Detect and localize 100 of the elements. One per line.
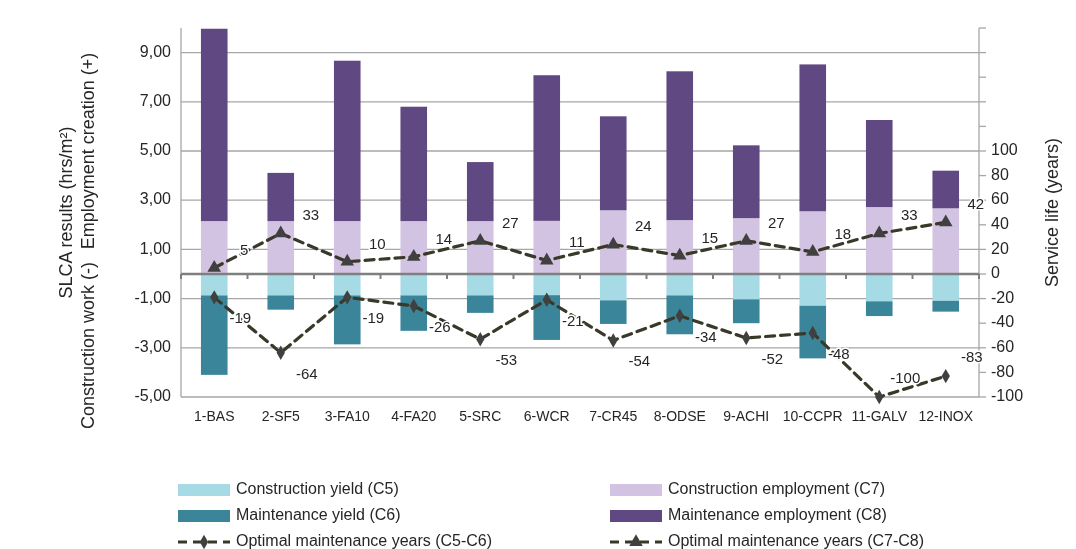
data-label: 18 (834, 224, 852, 242)
data-label: 33 (900, 206, 918, 224)
bar (666, 274, 694, 296)
y-tick-label: 1,00 (139, 239, 172, 257)
point (539, 252, 554, 265)
point (273, 225, 288, 238)
data-label: -21 (561, 311, 584, 329)
data-label: 27 (501, 213, 519, 231)
bar (799, 64, 827, 212)
bar (865, 301, 893, 317)
bar (865, 274, 893, 302)
x-tick-label: 9-ACHI (723, 408, 770, 424)
y2-tick-label: -80 (991, 362, 1015, 380)
y2-tick-label: 100 (991, 141, 1018, 159)
point (938, 214, 953, 227)
y2-axis-title: Service life (years) (1042, 137, 1062, 288)
bar (732, 145, 760, 219)
bar (533, 75, 561, 221)
bar (666, 220, 694, 274)
data-label: 27 (767, 213, 785, 231)
bar (200, 221, 228, 274)
x-tick-label: 4-FA20 (391, 408, 437, 424)
bar (932, 274, 960, 301)
point (340, 253, 355, 266)
bar (799, 305, 827, 359)
bar (400, 221, 428, 274)
bar (932, 170, 960, 209)
bar (599, 116, 627, 211)
legend-label: Optimal maintenance years (C7-C8) (668, 532, 925, 549)
point (473, 232, 488, 245)
legend-label: Construction yield (C5) (236, 480, 399, 498)
x-tick-label: 2-SF5 (261, 408, 301, 424)
point (606, 236, 621, 249)
bar (267, 172, 295, 222)
bar (732, 274, 760, 300)
data-label: -26 (428, 317, 451, 335)
x-tick-label: 8-ODSE (653, 408, 706, 424)
bar (466, 162, 494, 222)
y2-tick-label: 20 (991, 239, 1009, 257)
bar (599, 300, 627, 324)
bar (466, 274, 494, 296)
y2-tick-label: 80 (991, 165, 1009, 183)
data-label: -64 (295, 364, 318, 382)
bar (267, 274, 295, 296)
data-label: 24 (634, 217, 652, 235)
bar (799, 274, 827, 306)
bar (732, 299, 760, 324)
bar (533, 274, 561, 296)
y2-tick-label: -40 (991, 313, 1015, 331)
bar (666, 71, 694, 221)
y-tick-label: 3,00 (139, 190, 172, 208)
y-tick-label: 7,00 (139, 92, 172, 110)
y-axis-title: SLCA results (hrs/m²) (56, 126, 76, 299)
x-tick-label: 3-FA10 (324, 408, 371, 424)
bar (333, 295, 361, 345)
data-label: -48 (827, 345, 850, 363)
bar (466, 221, 494, 274)
text: Employment creation (+) (78, 52, 98, 250)
x-tick-label: 1-BAS (194, 408, 235, 424)
bar (400, 106, 428, 222)
bar (732, 218, 760, 274)
x-tick-label: 10-CCPR (782, 408, 843, 424)
bar (267, 295, 295, 310)
legend-label: Maintenance employment (C8) (668, 506, 887, 524)
bar (200, 274, 228, 296)
bar (932, 208, 960, 274)
x-tick-label: 6-WCR (523, 408, 570, 424)
x-tick-label: 7-CR45 (589, 408, 638, 424)
bar (333, 274, 361, 296)
data-label: -19 (362, 309, 385, 327)
bar (466, 295, 494, 313)
y2-tick-label: 40 (991, 215, 1009, 233)
data-label: 33 (302, 206, 320, 224)
y2-tick-label: -20 (991, 288, 1015, 306)
bar (200, 295, 228, 375)
bar (865, 207, 893, 274)
data-label: -34 (694, 327, 717, 345)
y2-tick-label: -100 (991, 387, 1024, 405)
data-label: 42 (967, 195, 985, 213)
y-tick-label: 9,00 (139, 42, 172, 60)
y2-tick-label: 60 (991, 190, 1009, 208)
point (872, 225, 887, 238)
x-tick-label: 5-SRC (459, 408, 502, 424)
y2-tick-label: -60 (991, 338, 1015, 356)
y-tick-label: -5,00 (134, 387, 172, 405)
legend-label: Maintenance yield (C6) (236, 506, 401, 524)
bar (932, 300, 960, 312)
x-tick-label: 11-GALV (851, 408, 908, 424)
bar (865, 120, 893, 208)
bar (599, 210, 627, 274)
bar (799, 211, 827, 274)
data-label: -19 (229, 309, 252, 327)
data-label: -100 (890, 368, 921, 386)
data-label: 11 (568, 233, 585, 251)
point (207, 260, 222, 272)
bar (267, 221, 295, 274)
legend-label: Optimal maintenance years (C5-C6) (236, 532, 493, 549)
bar (533, 295, 561, 340)
bar (400, 274, 428, 296)
point (805, 244, 820, 256)
